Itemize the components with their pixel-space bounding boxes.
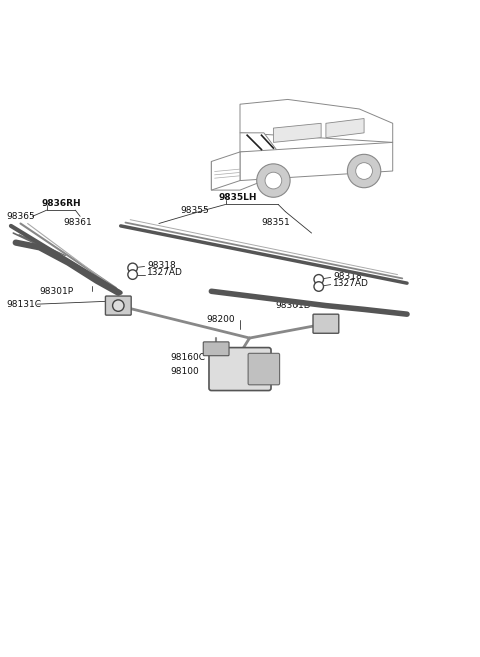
Text: 1327AD: 1327AD xyxy=(147,267,183,277)
Circle shape xyxy=(356,163,372,179)
Text: 98301D: 98301D xyxy=(276,301,312,310)
Circle shape xyxy=(314,275,324,284)
Text: 98160C: 98160C xyxy=(171,353,206,361)
Text: 98318: 98318 xyxy=(147,261,176,269)
Polygon shape xyxy=(326,118,364,137)
Circle shape xyxy=(128,270,137,279)
Circle shape xyxy=(265,172,282,189)
Text: 98318: 98318 xyxy=(333,271,362,281)
Polygon shape xyxy=(211,152,240,190)
Text: 98100: 98100 xyxy=(171,367,200,376)
Circle shape xyxy=(128,263,137,273)
FancyBboxPatch shape xyxy=(248,353,280,385)
Text: 98365: 98365 xyxy=(6,212,35,221)
Circle shape xyxy=(314,282,324,291)
Circle shape xyxy=(257,164,290,197)
FancyBboxPatch shape xyxy=(209,348,271,390)
Text: 98355: 98355 xyxy=(180,206,209,215)
Text: 98301P: 98301P xyxy=(39,286,74,296)
FancyBboxPatch shape xyxy=(313,314,339,333)
Text: 98351: 98351 xyxy=(262,217,290,227)
Circle shape xyxy=(113,300,124,311)
FancyBboxPatch shape xyxy=(203,342,229,355)
Text: 9836RH: 9836RH xyxy=(42,199,82,208)
Polygon shape xyxy=(274,124,321,143)
Polygon shape xyxy=(240,99,393,143)
Text: 98200: 98200 xyxy=(206,315,235,325)
Polygon shape xyxy=(240,143,393,181)
Text: 98361: 98361 xyxy=(63,217,92,227)
Circle shape xyxy=(348,154,381,188)
Text: 1327AD: 1327AD xyxy=(333,279,369,288)
Text: 98131C: 98131C xyxy=(6,300,41,309)
Polygon shape xyxy=(240,133,278,152)
FancyBboxPatch shape xyxy=(106,296,131,315)
Polygon shape xyxy=(211,162,264,190)
Text: 9835LH: 9835LH xyxy=(218,193,257,202)
